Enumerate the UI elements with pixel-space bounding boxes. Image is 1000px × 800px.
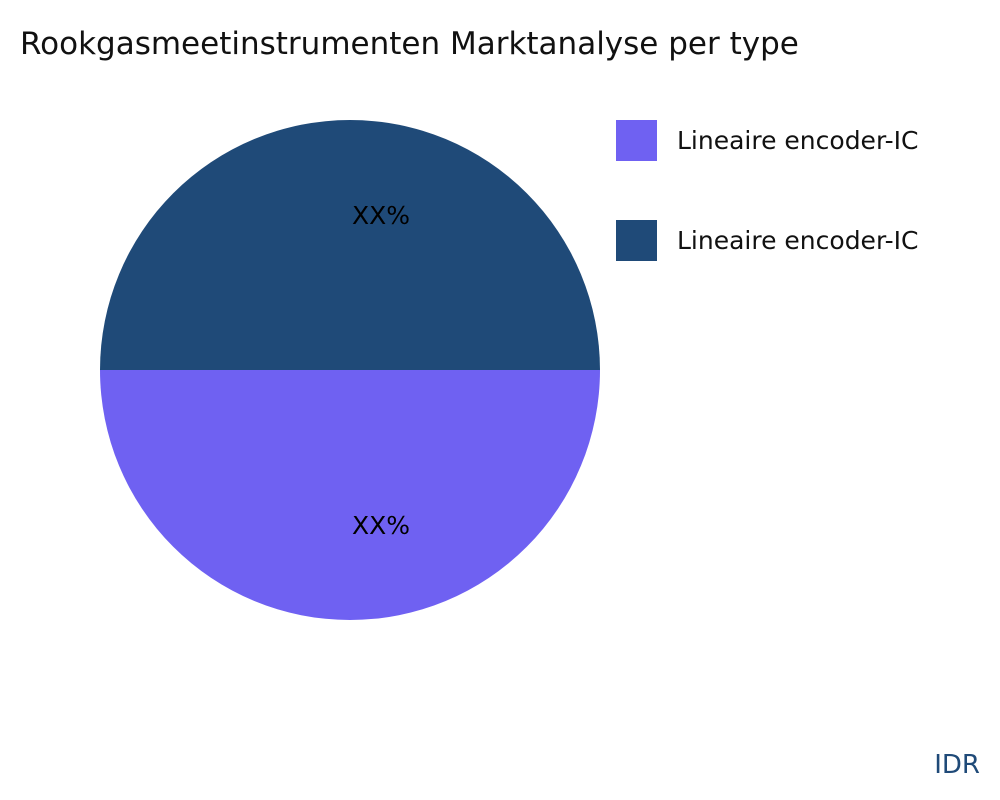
legend-item: Lineaire encoder-IC [616,220,918,261]
legend-item: Lineaire encoder-IC [616,120,918,161]
pie-slice [100,370,600,620]
pie-slice [100,120,600,370]
legend-swatch [616,120,657,161]
legend-label: Lineaire encoder-IC [677,226,919,255]
slice-data-label: XX% [352,511,410,540]
legend-label: Lineaire encoder-IC [677,126,919,155]
slice-data-label: XX% [352,201,410,230]
chart-title: Rookgasmeetinstrumenten Marktanalyse per… [20,26,799,62]
brand-logo: IDR [934,750,980,780]
legend-swatch [616,220,657,261]
